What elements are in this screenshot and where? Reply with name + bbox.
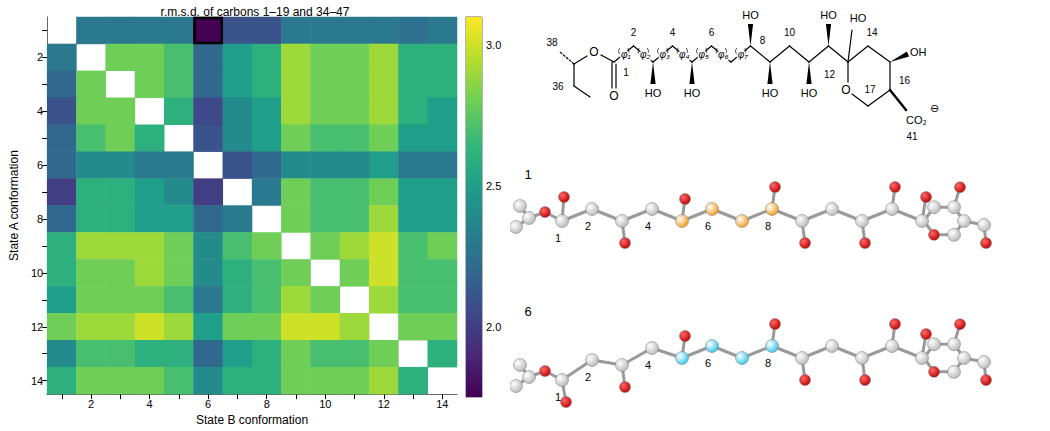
svg-text:φ₇: φ₇ xyxy=(738,49,749,60)
svg-text:4: 4 xyxy=(147,398,153,410)
svg-text:2: 2 xyxy=(585,371,591,383)
svg-text:2.0: 2.0 xyxy=(486,321,501,333)
svg-text:HO: HO xyxy=(801,87,818,99)
svg-text:φ₁: φ₁ xyxy=(621,49,631,60)
svg-text:12: 12 xyxy=(31,321,43,333)
svg-text:10: 10 xyxy=(31,267,43,279)
svg-text:4: 4 xyxy=(670,27,676,38)
svg-text:HO: HO xyxy=(850,12,867,24)
svg-text:4: 4 xyxy=(645,220,651,232)
svg-text:OH: OH xyxy=(910,46,927,58)
svg-text:3.0: 3.0 xyxy=(486,39,501,51)
svg-text:State A conformation: State A conformation xyxy=(7,150,21,261)
svg-text:16: 16 xyxy=(899,75,911,86)
svg-text:14: 14 xyxy=(436,398,448,410)
svg-text:φ₅: φ₅ xyxy=(698,49,709,60)
svg-text:O: O xyxy=(609,89,618,103)
svg-text:O: O xyxy=(589,45,598,59)
svg-text:HO: HO xyxy=(742,9,759,21)
svg-text:φ₄: φ₄ xyxy=(679,49,690,60)
svg-text:2: 2 xyxy=(631,27,637,38)
svg-text:HO: HO xyxy=(820,9,837,21)
svg-text:φ₂: φ₂ xyxy=(640,49,651,60)
svg-text:8: 8 xyxy=(264,398,270,410)
svg-text:6: 6 xyxy=(524,304,531,319)
svg-text:φ₆: φ₆ xyxy=(718,49,729,60)
svg-text:8: 8 xyxy=(760,35,766,46)
svg-text:2: 2 xyxy=(585,220,591,232)
svg-text:10: 10 xyxy=(319,398,331,410)
svg-text:1: 1 xyxy=(555,232,561,244)
svg-text:2.5: 2.5 xyxy=(486,180,501,192)
svg-text:CO₂: CO₂ xyxy=(906,114,927,126)
svg-text:10: 10 xyxy=(784,27,796,38)
svg-text:6: 6 xyxy=(709,27,715,38)
svg-text:φ₃: φ₃ xyxy=(660,49,671,60)
svg-text:1: 1 xyxy=(555,391,561,403)
svg-text:4: 4 xyxy=(645,359,651,371)
svg-text:36: 36 xyxy=(552,81,564,92)
svg-text:14: 14 xyxy=(31,375,43,387)
svg-text:8: 8 xyxy=(765,357,771,369)
svg-text:6: 6 xyxy=(705,220,711,232)
svg-text:State B conformation: State B conformation xyxy=(196,413,308,427)
svg-text:1: 1 xyxy=(623,67,629,78)
svg-text:2: 2 xyxy=(88,398,94,410)
svg-text:1: 1 xyxy=(524,167,531,182)
svg-text:6: 6 xyxy=(205,398,211,410)
svg-text:17: 17 xyxy=(864,84,876,95)
svg-text:HO: HO xyxy=(645,87,662,99)
svg-text:⊖: ⊖ xyxy=(930,102,939,114)
svg-text:6: 6 xyxy=(37,159,43,171)
svg-text:12: 12 xyxy=(378,398,390,410)
svg-text:2: 2 xyxy=(37,51,43,63)
svg-text:14: 14 xyxy=(866,27,878,38)
svg-text:41: 41 xyxy=(906,131,918,142)
svg-text:r.m.s.d. of carbons 1–19 and 3: r.m.s.d. of carbons 1–19 and 34–47 xyxy=(161,5,350,19)
svg-text:8: 8 xyxy=(37,213,43,225)
svg-text:HO: HO xyxy=(762,87,779,99)
svg-text:6: 6 xyxy=(705,357,711,369)
svg-text:12: 12 xyxy=(824,69,836,80)
svg-text:38: 38 xyxy=(546,37,558,48)
svg-text:8: 8 xyxy=(765,220,771,232)
svg-text:O: O xyxy=(841,83,850,97)
svg-text:4: 4 xyxy=(37,105,43,117)
svg-text:HO: HO xyxy=(684,87,701,99)
